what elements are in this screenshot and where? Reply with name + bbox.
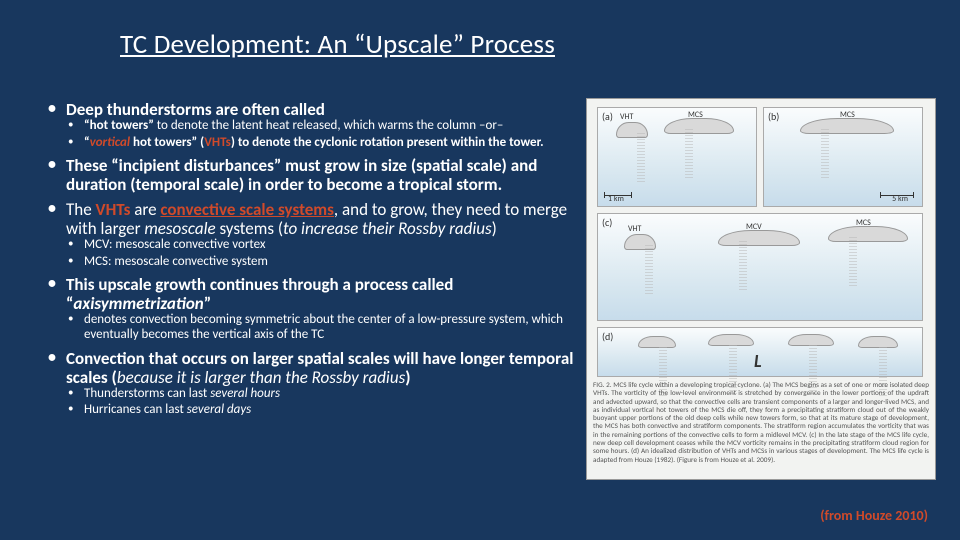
bullet-1: Deep thunderstorms are often called “hot…: [40, 100, 575, 150]
b1b-post: ) to denote the cyclonic rotation presen…: [231, 135, 544, 150]
b3-em2: to increase their Rossby radius: [283, 218, 492, 239]
scale-b-text: 5 km: [892, 194, 908, 204]
cloud-icon: [828, 226, 908, 242]
bullet-5b: Hurricanes can last several days: [66, 403, 575, 418]
b5b-pre: Hurricanes can last: [84, 402, 187, 417]
panel-c-label: (c): [602, 216, 612, 229]
b1b-red2: VHTs: [204, 135, 231, 150]
figure-caption-text: FIG. 2. MCS life cycle within a developi…: [593, 381, 929, 464]
body-column: Deep thunderstorms are often called “hot…: [40, 100, 575, 424]
bullet-4: This upscale growth continues through a …: [40, 275, 575, 342]
b3-post: ): [492, 218, 497, 239]
figure-caption: FIG. 2. MCS life cycle within a developi…: [593, 381, 929, 475]
cloud-icon: [616, 122, 648, 138]
b5a-pre: Thunderstorms can last: [84, 386, 210, 401]
b3-red2: convective scale systems: [160, 199, 334, 220]
label-mcs-b: MCS: [840, 110, 855, 120]
cloud-icon: [788, 334, 834, 346]
label-vht-c: VHT: [628, 224, 641, 234]
b1b-red1: vortical: [90, 135, 130, 150]
label-mcv-c: MCV: [746, 222, 762, 232]
label-vht-a: VHT: [620, 112, 633, 122]
b3-mid3: systems (: [216, 218, 283, 239]
panel-d-label: (d): [602, 330, 613, 343]
b5-em: because it is larger than the Rossby rad…: [117, 367, 405, 388]
bullet-3: The VHTs are convective scale systems, a…: [40, 200, 575, 269]
figure-panel-b: (b) MCS 5 km: [763, 107, 923, 207]
cloud-icon: [708, 334, 754, 346]
figure-panel-a: (a) VHT MCS 1 km: [597, 107, 757, 207]
cloud-icon: [664, 118, 734, 134]
cloud-icon: [718, 230, 800, 246]
b4-post: ”: [204, 293, 211, 314]
b5a-em: several hours: [210, 386, 280, 401]
b1a-rest: to denote the latent heat released, whic…: [157, 118, 504, 133]
bullet-5a: Thunderstorms can last several hours: [66, 387, 575, 402]
slide-root: TC Development: An “Upscale” Process Dee…: [0, 0, 960, 540]
panel-a-label: (a): [602, 110, 613, 123]
b1a-term: “hot towers”: [84, 118, 157, 133]
cloud-icon: [624, 234, 656, 250]
b3-em: mesoscale: [144, 218, 215, 239]
figure-panel-c: (c) VHT MCV MCS: [597, 213, 923, 321]
label-mcs-a: MCS: [688, 110, 703, 120]
label-big-l: L: [754, 350, 762, 372]
figure-container: (a) VHT MCS 1 km (b) MCS 5 km (c) VHT MC…: [586, 98, 936, 480]
figure-credit: (from Houze 2010): [820, 507, 928, 524]
bullet-3a: MCV: mesoscale convective vortex: [66, 238, 575, 253]
b5-post: ): [405, 367, 410, 388]
cloud-icon: [800, 118, 894, 134]
b5b-em: several days: [187, 402, 252, 417]
bullet-1a: “hot towers” to denote the latent heat r…: [66, 119, 575, 134]
cloud-icon: [638, 336, 676, 348]
bullet-4a: denotes convection becoming symmetric ab…: [66, 313, 575, 342]
b4-em: axisymmetrization: [73, 293, 203, 314]
b3-red1: VHTs: [96, 199, 131, 220]
cloud-icon: [858, 336, 898, 348]
bullet-2-text: These “incipient disturbances” must grow…: [66, 155, 537, 195]
b1b-mid: hot towers” (: [130, 135, 204, 150]
slide-title: TC Development: An “Upscale” Process: [120, 28, 555, 61]
b3-mid1: are: [130, 199, 160, 220]
bullet-2: These “incipient disturbances” must grow…: [40, 156, 575, 194]
bullet-5: Convection that occurs on larger spatial…: [40, 349, 575, 418]
b3-pre: The: [66, 199, 96, 220]
scale-a-text: 1 km: [608, 194, 624, 204]
bullet-3b: MCS: mesoscale convective system: [66, 255, 575, 270]
bullet-1b: “vortical hot towers” (VHTs) to denote t…: [66, 136, 575, 151]
bullet-1-text: Deep thunderstorms are often called: [66, 99, 325, 120]
figure-panel-d: (d) L: [597, 327, 923, 377]
panel-b-label: (b): [768, 110, 779, 123]
label-mcs-c: MCS: [856, 218, 871, 228]
